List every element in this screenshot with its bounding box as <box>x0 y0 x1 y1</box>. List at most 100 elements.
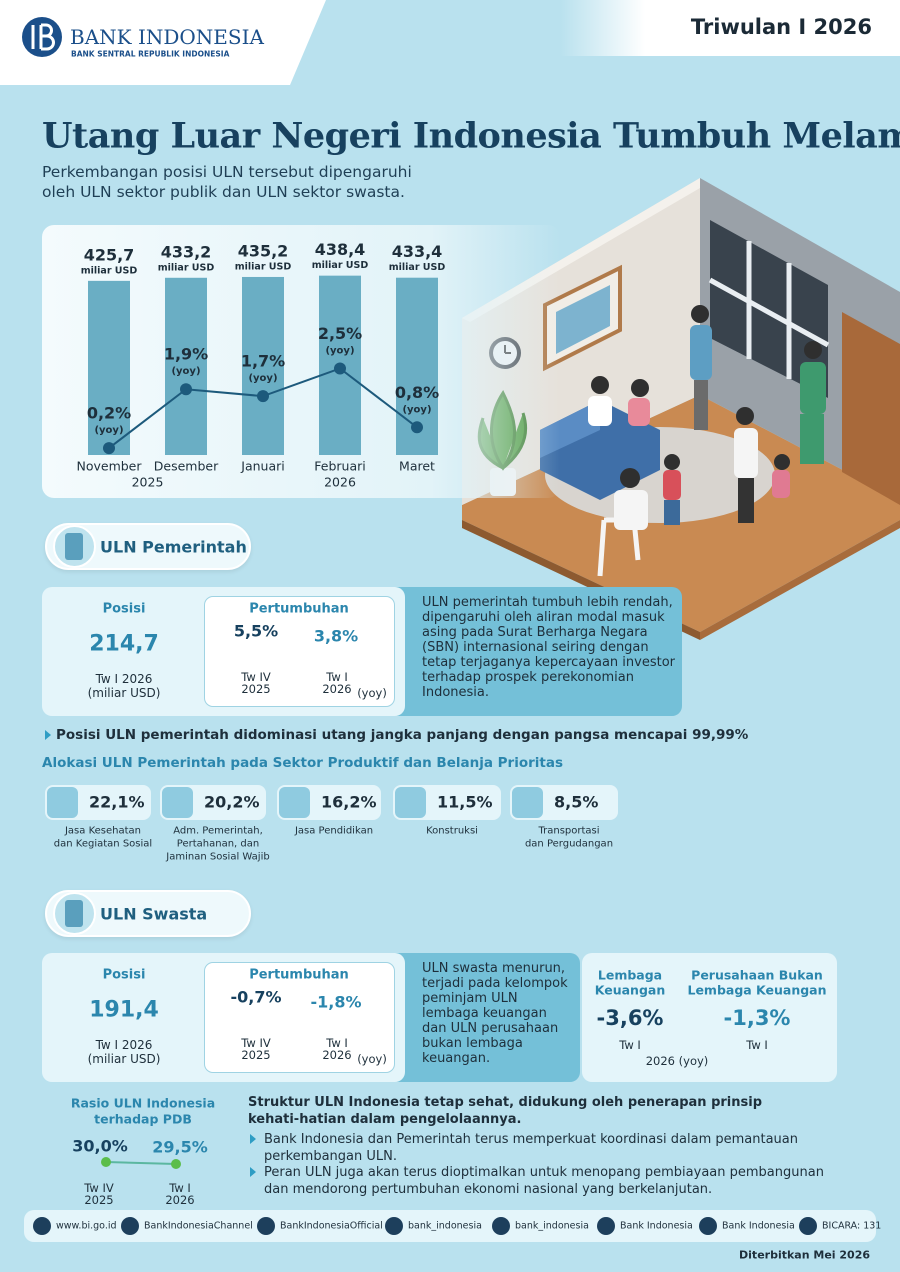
growth-label: Pertumbuhan <box>249 601 349 617</box>
line-value-label: 0,8% <box>395 383 439 402</box>
bar-value-label: 435,2 <box>238 241 289 260</box>
category-label: Desember <box>154 459 219 474</box>
published: Diterbitkan Mei 2026 <box>739 1248 870 1262</box>
category-label: Februari <box>314 459 365 474</box>
allocation-value: 8,5% <box>554 792 599 812</box>
section-icon-glyph <box>65 900 83 927</box>
line-point <box>411 421 423 434</box>
growth-unit: (yoy) <box>357 686 387 700</box>
breakdown-footnote: 2026 (yoy) <box>645 1054 709 1068</box>
footer-link: BICARA: 131 <box>822 1220 882 1232</box>
category-year-label: 2025 <box>132 475 164 490</box>
closing-lead: Struktur ULN Indonesia tetap sehat, didu… <box>248 1095 763 1127</box>
position-value: 191,4 <box>89 997 159 1023</box>
period-panel <box>560 0 900 56</box>
bar-unit-label: miliar USD <box>389 262 446 273</box>
bar-unit-label: miliar USD <box>235 261 292 272</box>
bar-unit-label: miliar USD <box>158 262 215 273</box>
title: Utang Luar Negeri Indonesia Tumbuh Melam… <box>42 115 900 157</box>
footer-link: bank_indonesia <box>515 1220 589 1232</box>
footer-icon <box>597 1217 615 1235</box>
allocation-icon <box>162 787 193 818</box>
growth-box <box>204 596 395 707</box>
category-label: Januari <box>240 459 284 474</box>
position-unit: (miliar USD) <box>87 686 161 700</box>
description-box <box>380 587 682 716</box>
logo-name: BANK INDONESIA <box>70 25 264 49</box>
growth-year: 2026 <box>322 682 352 696</box>
section-icon-glyph <box>65 533 83 560</box>
logo-tagline: BANK SENTRAL REPUBLIK INDONESIA <box>71 49 230 59</box>
breakdown-card <box>582 953 837 1082</box>
description: ULN swasta menurun, terjadi pada kelompo… <box>422 961 568 1066</box>
footer-link: BankIndonesiaOfficial <box>280 1220 383 1232</box>
closing-bullet: Peran ULN juga akan terus dioptimalkan u… <box>264 1165 824 1197</box>
bar <box>88 280 130 455</box>
growth-year: 2025 <box>241 1048 271 1062</box>
footer-icon <box>33 1217 51 1235</box>
bar-unit-label: miliar USD <box>312 260 369 271</box>
line-point <box>334 362 346 375</box>
growth-year: 2026 <box>322 1048 352 1062</box>
footer-bar <box>24 1210 876 1242</box>
bar-value-label: 438,4 <box>315 240 366 259</box>
allocation-value: 20,2% <box>204 792 260 812</box>
footer-link: Bank Indonesia <box>620 1220 693 1232</box>
ratio-year: 2025 <box>84 1193 114 1207</box>
growth-period: Tw IV <box>241 1036 271 1050</box>
position-label: Posisi <box>102 601 146 617</box>
growth-unit: (yoy) <box>357 1052 387 1066</box>
allocation-icon <box>279 787 310 818</box>
ratio-period: Tw IV <box>84 1181 114 1195</box>
line-point <box>103 442 115 455</box>
breakdown-period: Tw I <box>619 1038 641 1052</box>
allocation-label: Jasa Kesehatan <box>64 825 142 837</box>
ratio-value: 30,0% <box>72 1136 128 1156</box>
growth-value: 3,8% <box>313 626 359 646</box>
allocation-label: dan Pergudangan <box>524 838 614 850</box>
footer-icon <box>257 1217 275 1235</box>
line-value-label: 1,9% <box>164 345 208 364</box>
allocation-label: Konstruksi <box>426 825 478 837</box>
allocation-label: Jaminan Sosial Wajib <box>166 851 270 863</box>
position-period: Tw I 2026 <box>95 1038 153 1052</box>
position-label: Posisi <box>102 967 146 983</box>
ratio-connector <box>105 1161 177 1165</box>
breakdown-period: Tw I <box>746 1038 768 1052</box>
allocation-value: 16,2% <box>321 792 377 812</box>
allocation-label: Pertahanan, dan <box>176 838 260 850</box>
growth-period: Tw I <box>326 670 348 684</box>
allocation-icon <box>395 787 426 818</box>
category-label: Maret <box>399 459 435 474</box>
closing-bullet: Bank Indonesia dan Pemerintah terus memp… <box>264 1132 799 1164</box>
logo-glyph <box>31 23 55 51</box>
line-value-label: 0,2% <box>87 404 131 423</box>
growth-year: 2025 <box>241 682 271 696</box>
footer-icon <box>799 1217 817 1235</box>
line-point <box>180 383 192 396</box>
description-box <box>380 953 580 1082</box>
line-unit-label: (yoy) <box>402 404 431 415</box>
section-heading: ULN Swasta <box>100 904 208 924</box>
allocation-label: dan Kegiatan Sosial <box>53 838 153 850</box>
position-value: 214,7 <box>89 631 159 657</box>
bar-unit-label: miliar USD <box>81 265 138 276</box>
bullet-arrow <box>250 1167 256 1177</box>
allocation-icon <box>47 787 78 818</box>
bullet-arrow <box>45 730 51 740</box>
ratio-value: 29,5% <box>152 1137 208 1157</box>
line-value-label: 1,7% <box>241 352 285 371</box>
breakdown-value: -1,3% <box>723 1006 791 1030</box>
bar <box>242 276 284 455</box>
category-label: November <box>76 459 142 474</box>
line-unit-label: (yoy) <box>94 425 123 436</box>
section-heading: ULN Pemerintah <box>100 537 247 557</box>
breakdown-label: Lembaga <box>597 967 663 983</box>
ratio-title: Rasio ULN Indonesia <box>70 1095 216 1111</box>
ratio-dot <box>171 1159 181 1169</box>
breakdown-label: Perusahaan Bukan <box>691 967 823 983</box>
category-year-label: 2026 <box>324 475 356 490</box>
footer-icon <box>492 1217 510 1235</box>
